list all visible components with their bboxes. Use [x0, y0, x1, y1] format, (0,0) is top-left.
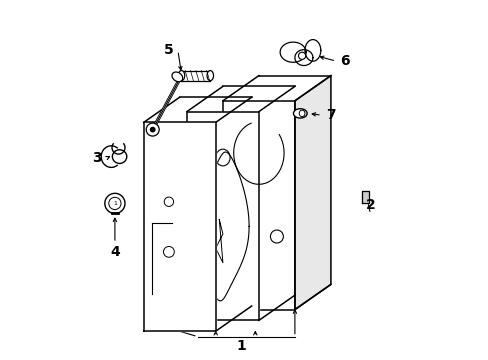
Polygon shape: [294, 76, 330, 310]
Text: 3: 3: [92, 152, 102, 165]
Ellipse shape: [178, 71, 184, 81]
Ellipse shape: [299, 110, 305, 117]
Text: 2: 2: [365, 198, 375, 212]
Polygon shape: [223, 101, 294, 310]
Ellipse shape: [112, 150, 126, 163]
Ellipse shape: [293, 109, 306, 118]
Circle shape: [146, 123, 159, 136]
Polygon shape: [143, 122, 215, 331]
Text: 4: 4: [110, 245, 120, 259]
Text: 1: 1: [113, 201, 117, 206]
Polygon shape: [186, 112, 258, 320]
Text: 7: 7: [325, 108, 335, 122]
Text: 1: 1: [236, 339, 245, 352]
Circle shape: [104, 193, 125, 213]
Ellipse shape: [206, 71, 213, 81]
Polygon shape: [361, 191, 368, 203]
Text: 6: 6: [340, 54, 349, 68]
Circle shape: [150, 127, 155, 132]
Circle shape: [298, 52, 305, 59]
Ellipse shape: [172, 72, 183, 82]
Text: 5: 5: [163, 44, 173, 57]
